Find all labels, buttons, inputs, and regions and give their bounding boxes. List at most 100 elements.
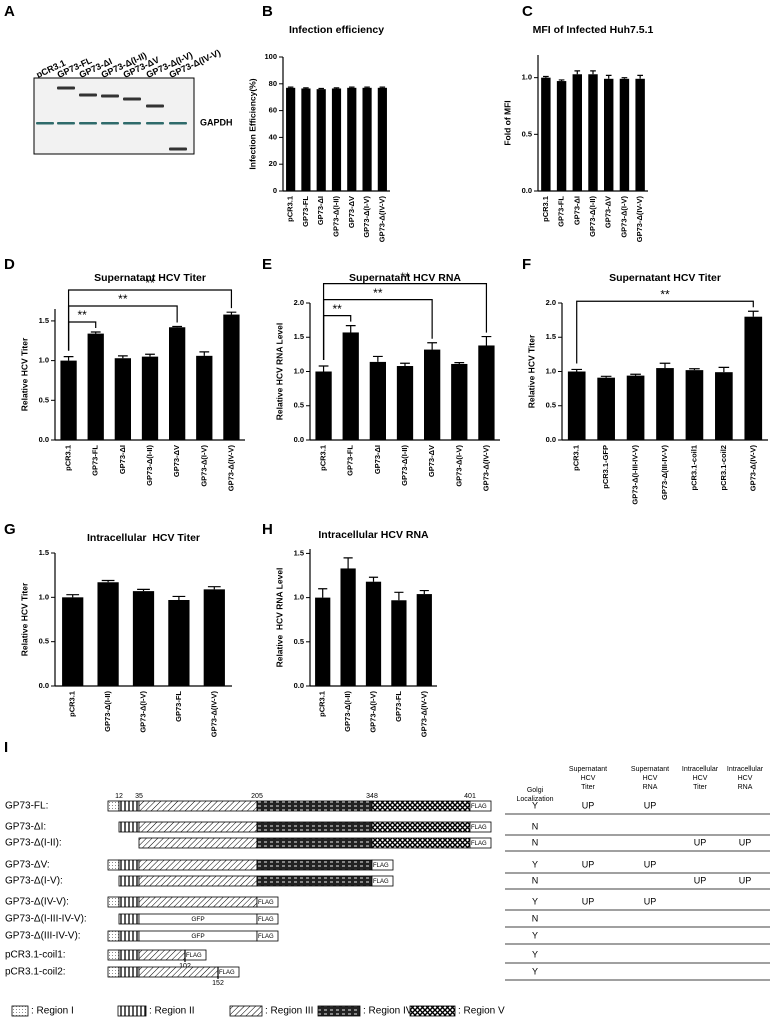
panel-label: B [262, 3, 273, 20]
error-bar [747, 310, 759, 317]
x-tick-label: pCR3.1-coil1 [689, 445, 698, 490]
region-iv [256, 837, 373, 849]
x-tick-label: GP73-FL [394, 691, 403, 722]
residue-label: 348 [366, 793, 378, 800]
chart-title: Intracellular HCV RNA [318, 529, 429, 541]
insert-label: GFP [191, 916, 204, 923]
construct-label: GP73-FL: [5, 801, 48, 812]
y-tick-label: 0.0 [522, 186, 532, 195]
region-i [107, 800, 120, 812]
table-cell: UP [644, 896, 657, 906]
y-tick-label: 1.5 [39, 316, 49, 325]
gapdh-band [57, 122, 75, 125]
region-iii [138, 966, 219, 978]
region-ii [118, 913, 140, 925]
x-tick-label: pCR3.1 [572, 445, 581, 471]
table-header: Supernatant [631, 766, 669, 773]
residue-label: 205 [251, 793, 263, 800]
legend-label: : Region I [31, 1006, 74, 1017]
chart-title: Supernatant HCV Titer [609, 272, 721, 284]
residue-label: 401 [464, 793, 476, 800]
error-bar [481, 335, 492, 346]
x-tick-label: GP73-FL [301, 196, 310, 227]
region-ii [118, 859, 140, 871]
y-axis-label: Relative HCV Titer [19, 337, 29, 411]
flag-label: FLAG [471, 841, 487, 847]
region-ii [118, 875, 140, 887]
x-tick-label: GP73-Δ(I-V) [368, 691, 377, 733]
y-axis-label: Relative HCV RNA Level [274, 323, 284, 420]
region-i [107, 930, 120, 942]
error-bar [137, 588, 150, 592]
band [79, 93, 97, 97]
region-iii [138, 896, 258, 908]
error-bar [368, 576, 379, 582]
bar [141, 356, 159, 440]
bar [685, 370, 704, 440]
error-bar [345, 325, 356, 333]
table-header: HCV [738, 775, 753, 782]
bar [391, 600, 407, 686]
bar [331, 88, 342, 191]
error-bar [605, 74, 612, 79]
flag-label: FLAG [373, 879, 389, 885]
region-ii [118, 949, 140, 961]
y-tick-label: 0.0 [546, 435, 556, 444]
y-tick-label: 80 [269, 79, 277, 88]
gapdh-band [36, 122, 54, 125]
bar [316, 89, 326, 191]
x-tick-label: GP73-Δ(IV-V) [209, 690, 218, 737]
x-tick-label: GP73-Δ(I-V) [454, 445, 463, 487]
x-tick-label: pCR3.1 [318, 691, 327, 717]
construct-label: GP73-ΔI: [5, 822, 46, 833]
bar [203, 589, 225, 686]
y-tick-label: 1.0 [39, 356, 49, 365]
region-ii [118, 930, 140, 942]
y-tick-label: 1.5 [39, 548, 49, 557]
bar [301, 88, 311, 191]
table-cell: Y [532, 966, 538, 976]
bar [62, 597, 84, 686]
table-header: HCV [581, 775, 596, 782]
error-bar [454, 361, 465, 364]
error-bar [621, 77, 628, 79]
bar [377, 87, 387, 191]
y-tick-label: 0.5 [294, 637, 304, 646]
y-tick-label: 0.5 [546, 401, 556, 410]
region-f [256, 896, 279, 908]
bar [286, 87, 296, 191]
region-v [371, 821, 471, 833]
x-tick-label: GP73-Δ(I-V) [362, 196, 371, 238]
significance-label: ** [660, 287, 670, 301]
x-tick-label: GP73-Δ(IV-V) [635, 195, 644, 242]
error-bar [90, 331, 101, 334]
region-ii [118, 800, 140, 812]
bar [132, 591, 155, 686]
bar [315, 371, 332, 440]
table-cell: UP [694, 875, 707, 885]
y-tick-label: 2.0 [294, 298, 304, 307]
x-tick-label: GP73-Δ(I-II) [331, 195, 340, 236]
significance-label: ** [118, 292, 128, 306]
region-iii [138, 875, 258, 887]
x-tick-label: GP73-Δ(IV-V) [419, 690, 428, 737]
error-bar [630, 373, 641, 376]
region-ii [118, 821, 140, 833]
x-tick-label: GP73-Δ(IV-V) [481, 444, 490, 491]
y-tick-label: 1.5 [546, 332, 556, 341]
construct-label: GP73-ΔV: [5, 860, 50, 871]
panel-label: A [4, 3, 15, 20]
x-tick-label: GP73-FL [91, 445, 100, 476]
y-axis-label: Relative HCV RNA Level [274, 568, 284, 668]
error-bar [543, 75, 549, 78]
bar [604, 78, 614, 191]
y-axis-label: Relative HCV Titer [526, 334, 536, 408]
coil-end-label: 152 [212, 980, 224, 987]
bar [223, 314, 240, 440]
region-v [371, 800, 471, 812]
table-cell: UP [694, 837, 707, 847]
chart-title: Infection efficiency [289, 24, 384, 36]
panel-label: F [522, 256, 531, 273]
significance-label: ** [332, 302, 342, 316]
